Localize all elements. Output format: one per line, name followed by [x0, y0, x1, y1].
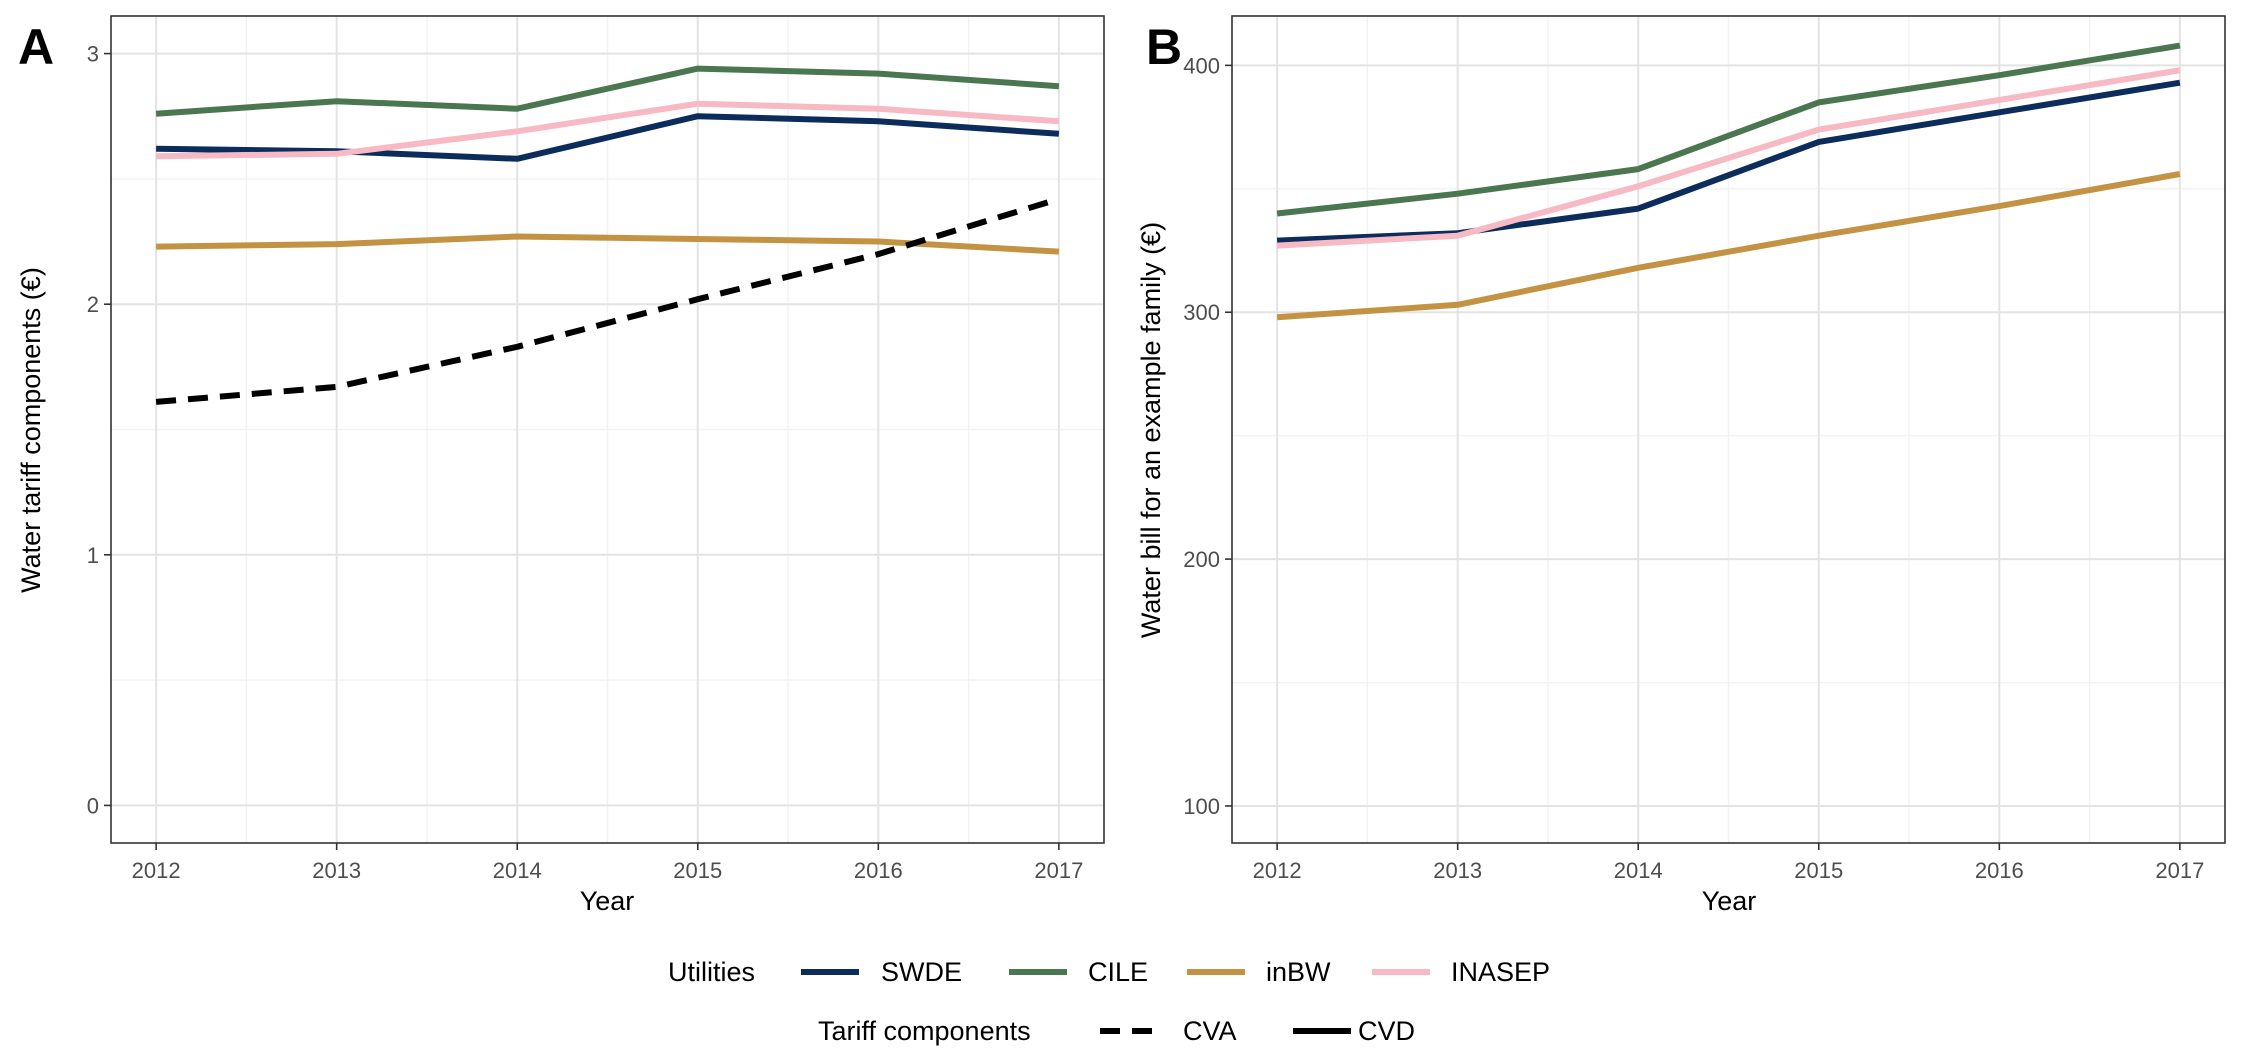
- legend-item-swde: SWDE: [801, 957, 962, 987]
- legend: Utilities SWDE CILE inBW INASEP Tariff c…: [668, 957, 1550, 1046]
- panel-b-x-axis: 2012 2013 2014 2015 2016 2017: [1253, 843, 2204, 883]
- legend-item-inbw: inBW: [1187, 957, 1331, 987]
- x-tick-label: 2013: [1433, 858, 1482, 883]
- panel-b-y-axis-title: Water bill for an example family (€): [1136, 222, 1166, 638]
- x-tick-label: 2013: [312, 858, 361, 883]
- legend-label-swde: SWDE: [881, 957, 962, 987]
- x-tick-label: 2016: [1975, 858, 2024, 883]
- y-tick-label: 200: [1183, 547, 1220, 572]
- y-tick-label: 0: [87, 793, 99, 818]
- panel-a-y-axis-title: Water tariff components (€): [16, 267, 46, 593]
- y-tick-label: 300: [1183, 300, 1220, 325]
- y-tick-label: 400: [1183, 53, 1220, 78]
- series-line-inasep: [1276, 67, 2181, 249]
- x-tick-label: 2014: [493, 858, 542, 883]
- panel-b-tag: B: [1146, 19, 1182, 75]
- x-tick-label: 2017: [1034, 858, 1083, 883]
- series-line-cile: [155, 65, 1060, 117]
- series-line-inasep: [156, 100, 1060, 160]
- legend-label-inasep: INASEP: [1451, 957, 1550, 987]
- legend-item-cvd: CVD: [1293, 1016, 1415, 1046]
- panel-b-x-axis-title: Year: [1702, 886, 1757, 916]
- panel-a-series: [155, 65, 1060, 405]
- x-tick-label: 2015: [673, 858, 722, 883]
- legend-label-cvd: CVD: [1358, 1016, 1415, 1046]
- series-line-cva: [155, 196, 1060, 405]
- panel-a-tag: A: [18, 19, 54, 75]
- legend-label-cva: CVA: [1183, 1016, 1237, 1046]
- panel-a-x-axis: 2012 2013 2014 2015 2016 2017: [132, 843, 1083, 883]
- panel-a-x-axis-title: Year: [580, 886, 635, 916]
- y-tick-label: 1: [87, 543, 99, 568]
- panel-b-y-axis: 100 200 300 400: [1183, 53, 1232, 819]
- panel-b-series: [1276, 42, 2181, 321]
- x-tick-label: 2014: [1614, 858, 1663, 883]
- series-line-swde: [156, 113, 1060, 162]
- panel-a-gridlines: [111, 16, 1104, 843]
- x-tick-label: 2016: [854, 858, 903, 883]
- legend-item-inasep: INASEP: [1372, 957, 1550, 987]
- y-tick-label: 100: [1183, 794, 1220, 819]
- x-tick-label: 2015: [1794, 858, 1843, 883]
- series-line-cile: [1276, 42, 2181, 217]
- panel-a-y-axis: 0 1 2 3: [87, 42, 111, 818]
- panel-a-border: [110, 15, 1105, 844]
- legend-tariff-title: Tariff components: [818, 1016, 1031, 1046]
- legend-item-cile: CILE: [1009, 957, 1148, 987]
- series-line-inbw: [1276, 171, 2181, 321]
- panel-a: A 0 1 2 3 2012 2013 2014 2015 2016 2017 Year Wat…: [16, 15, 1105, 916]
- legend-item-cva: CVA: [1100, 1016, 1237, 1046]
- legend-label-cile: CILE: [1088, 957, 1148, 987]
- x-tick-label: 2017: [2155, 858, 2204, 883]
- panel-b-border: [1231, 15, 2226, 844]
- y-tick-label: 3: [87, 42, 99, 67]
- legend-utilities-title: Utilities: [668, 957, 755, 987]
- panel-b-gridlines: [1232, 16, 2225, 843]
- x-tick-label: 2012: [132, 858, 181, 883]
- y-tick-label: 2: [87, 292, 99, 317]
- legend-label-inbw: inBW: [1266, 957, 1331, 987]
- x-tick-label: 2012: [1253, 858, 1302, 883]
